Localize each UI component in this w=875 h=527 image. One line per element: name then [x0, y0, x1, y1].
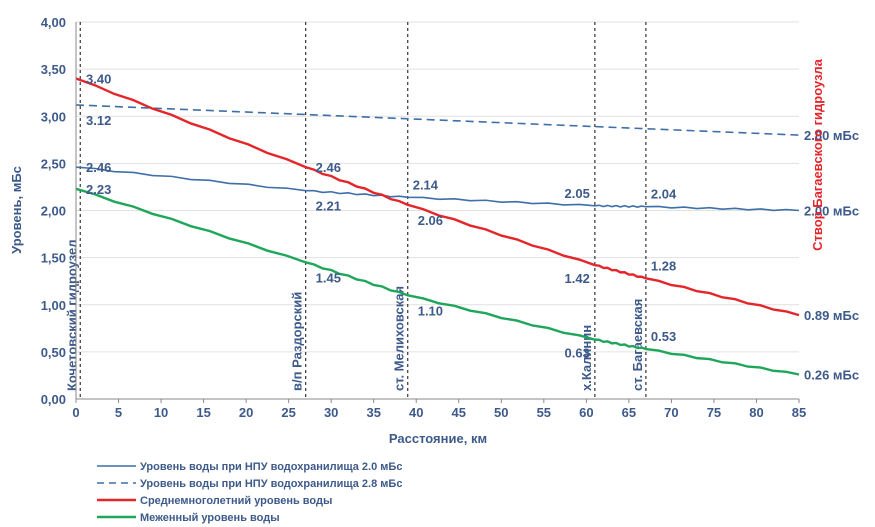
end-value-label: 2.00 мБс: [804, 204, 859, 219]
point-label: 1.45: [316, 270, 341, 285]
x-tick-label: 55: [537, 405, 551, 420]
x-tick-label: 60: [579, 405, 593, 420]
x-tick-label: 65: [622, 405, 636, 420]
vertical-marker-label: х.Калинин: [579, 325, 594, 391]
grid-layer: [76, 21, 799, 353]
point-label: 1.42: [565, 271, 590, 286]
y-axis-title: Уровень, мБс: [9, 166, 24, 254]
y-tick-label: 0,00: [41, 392, 66, 407]
point-label: 2.06: [418, 213, 443, 228]
y-tick-label: 0,50: [41, 345, 66, 360]
series-line-low: [75, 187, 800, 376]
point-label: 3.40: [86, 72, 111, 87]
x-tick-label: 75: [707, 405, 721, 420]
dam-label: Створ Багаевского гидроузла: [810, 58, 825, 250]
x-tick-label: 10: [154, 405, 168, 420]
end-value-label: 2.80 мБс: [804, 128, 859, 143]
legend-label: Уровень воды при НПУ водохранилища 2.8 м…: [140, 478, 402, 490]
series-line-mean: [75, 77, 800, 317]
legend-label: Меженный уровень воды: [140, 512, 280, 524]
point-label: 3.12: [86, 113, 111, 128]
x-tick-label: 5: [115, 405, 122, 420]
x-tick-label: 50: [494, 405, 508, 420]
x-tick-label: 30: [324, 405, 338, 420]
end-value-label: 0.89 мБс: [804, 308, 859, 323]
legend-label: Среднемноголетний уровень воды: [140, 495, 332, 507]
vertical-marker-label: Кочетовский гидроузел: [64, 240, 79, 392]
point-label: 2.23: [86, 182, 111, 197]
x-tick-label: 25: [281, 405, 295, 420]
x-tick-label: 45: [452, 405, 466, 420]
axes: 0,00 0,50 1,00 1,50 2,00 2,50 3,00 3,50 4,00 0 5 10…: [41, 15, 807, 420]
end-value-label: 0.26 мБс: [804, 367, 859, 382]
point-label: 2.46: [316, 160, 341, 175]
x-axis-title: Расстояние, км: [389, 431, 487, 446]
y-tick-label: 3,00: [41, 109, 66, 124]
x-tick-label: 20: [239, 405, 253, 420]
x-tick-label: 40: [409, 405, 423, 420]
point-label: 2.14: [413, 177, 439, 192]
point-labels: 3.40 3.12 2.46 2.23 2.46 2.21 1.45 2.14 2.06 1.10…: [86, 72, 677, 361]
y-tick-label: 1,00: [41, 298, 66, 313]
point-label: 2.04: [651, 187, 677, 202]
x-tick-label: 85: [792, 405, 806, 420]
legend: Уровень воды при НПУ водохранилища 2.0 м…: [97, 461, 402, 524]
vertical-marker-label: ст. Багаевская: [630, 299, 645, 391]
y-tick-label: 1,50: [41, 251, 66, 266]
point-label: 1.28: [651, 258, 676, 273]
point-label: 2.46: [86, 160, 111, 175]
point-label: 1.10: [418, 303, 443, 318]
point-label: 0.63: [565, 346, 590, 361]
point-label: 2.21: [316, 199, 341, 214]
vertical-marker-label: в/п Раздорский: [290, 292, 305, 391]
series-line-npu20: [75, 166, 800, 212]
series-line-npu28: [75, 104, 800, 136]
x-tick-label: 35: [366, 405, 380, 420]
end-labels: 2.80 мБс 2.00 мБс 0.89 мБс 0.26 мБс: [804, 128, 859, 382]
legend-label: Уровень воды при НПУ водохранилища 2.0 м…: [140, 461, 402, 473]
point-label: 0.53: [651, 329, 676, 344]
series-layer: [75, 77, 800, 376]
x-tick-label: 70: [664, 405, 678, 420]
x-tick-label: 80: [749, 405, 763, 420]
y-tick-label: 3,50: [41, 62, 66, 77]
vertical-marker-label: ст. Мелиховская: [392, 286, 407, 391]
x-tick-label: 0: [72, 405, 79, 420]
y-tick-label: 2,50: [41, 156, 66, 171]
y-tick-label: 2,00: [41, 204, 66, 219]
x-tick-label: 15: [196, 405, 210, 420]
point-label: 2.05: [565, 186, 590, 201]
y-tick-label: 4,00: [41, 15, 66, 30]
